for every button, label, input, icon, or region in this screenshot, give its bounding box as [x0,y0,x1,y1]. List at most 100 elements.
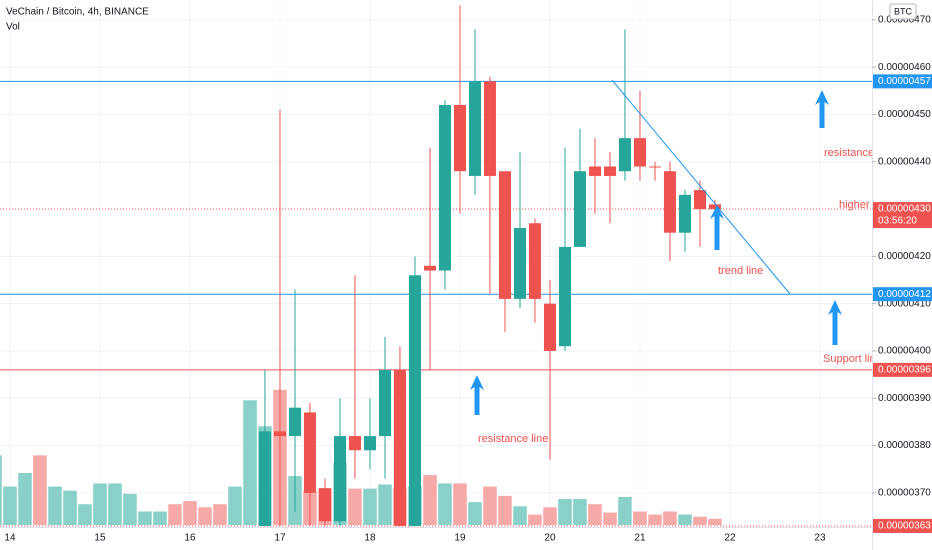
candle-body [303,412,316,493]
candle-body [424,265,437,271]
candle-body [393,369,406,526]
price-level-label: 0.00000412 [878,289,931,300]
candle-body [573,171,586,247]
candle-body [514,227,527,299]
arrow [815,90,829,128]
x-tick-label: 22 [724,533,736,544]
price-level-label: 0.00000457 [878,76,931,87]
volume-bar [633,511,647,525]
volume-bar [63,490,77,525]
candle-body [528,223,541,299]
volume-bar [33,455,47,525]
volume-bar [183,501,197,525]
volume-bar [468,502,482,525]
volume-bar [573,499,587,525]
chart-title: VeChain / Bitcoin, 4h, BINANCE [6,7,149,18]
candle-body [453,105,466,172]
volume-bar [378,484,392,525]
y-tick-label: 0.00000450 [878,109,931,120]
y-tick-label: 0.00000410 [878,298,931,309]
currency-badge[interactable] [889,3,917,20]
candle-body [363,436,376,451]
volume-bar [168,504,182,525]
volume-bar [528,514,542,525]
volume-bar [543,507,557,525]
candle-body [438,105,451,271]
volume-bar [483,486,497,525]
candles [258,5,721,526]
price-level-label: 0.00000396 [878,365,931,376]
candle-body [588,166,601,176]
volume-bar [108,483,122,525]
candle-body [498,171,511,299]
x-tick-label: 14 [4,533,16,544]
volume-bar [513,506,527,525]
volume-label: Vol [6,22,20,33]
volume-bar [153,511,167,525]
volume-bar [708,518,722,525]
volume-bar [243,400,257,525]
volume-bar [693,516,707,525]
volume-bar [138,511,152,525]
price-level-badge [873,362,932,377]
volume-bar [123,493,137,525]
candle-body [618,138,631,172]
x-tick-label: 20 [544,533,556,544]
volume-bar [3,486,17,525]
candle-body [604,166,617,176]
x-tick-label: 17 [274,533,286,544]
price-level-badge [873,518,932,533]
volume-bar [48,486,62,525]
price-level-label: 0.00000363 [878,521,931,532]
volume-bar [453,483,467,525]
y-tick-label: 0.00000380 [878,440,931,451]
volume-bar [423,475,437,525]
price-level-label: 0.00000430 [878,204,931,215]
volume-bar [438,483,452,525]
candle-body [408,275,421,526]
candle-body [318,488,331,522]
y-tick-label: 0.00000400 [878,346,931,357]
volume-bar [588,504,602,525]
x-tick-label: 21 [634,533,646,544]
x-tick-label: 23 [814,533,826,544]
y-tick-label: 0.00000460 [878,62,931,73]
candle-body [334,436,347,522]
candle-body [678,194,691,233]
annotation: trend line [718,265,763,277]
trend-line [611,79,791,295]
candle-body [559,246,572,347]
candle-body [649,166,662,168]
volume-bar [213,504,227,525]
candle-body [289,407,302,437]
x-tick-label: 15 [94,533,106,544]
volume-bar [618,496,632,525]
arrow [470,375,484,415]
y-tick-label: 0.00000420 [878,251,931,262]
currency-label: BTC [894,6,913,16]
volume-bar [228,486,242,525]
annotation: resistance line [478,433,548,445]
volume-bar [678,514,692,525]
candle-body [708,204,721,210]
price-level-badge [873,202,932,229]
y-tick-label: 0.00000470 [878,15,931,26]
volume-bar [348,488,362,525]
arrow [828,300,842,345]
arrow [710,205,724,250]
x-tick-label: 19 [454,533,466,544]
y-tick-label: 0.00000390 [878,393,931,404]
volume-bar [648,514,662,525]
price-level-badge [873,287,932,302]
candle-body [258,431,271,526]
x-tick-label: 18 [364,533,376,544]
volume-bar [498,495,512,525]
annotation: resistance l [824,147,880,159]
volume-bar [18,473,32,525]
price-levels [0,80,872,527]
x-tick-label: 16 [184,533,196,544]
candle-body [348,436,361,451]
volume-bar [558,499,572,525]
candle-body [663,171,676,233]
